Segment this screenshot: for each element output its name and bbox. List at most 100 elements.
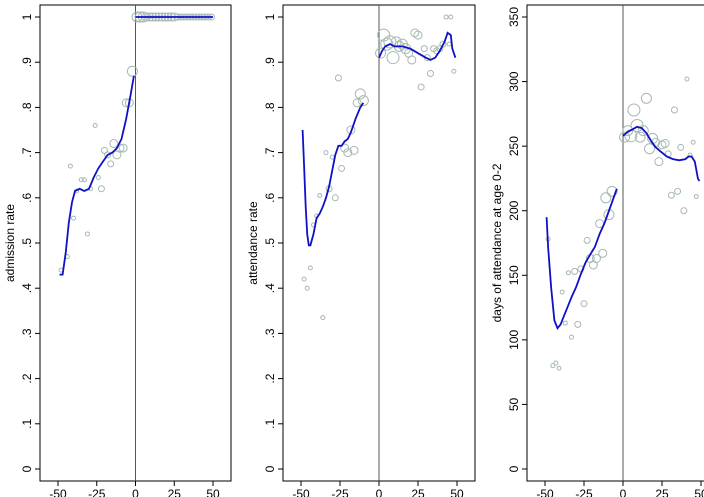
y-tick-label: .9 [20, 57, 34, 67]
data-point [331, 194, 339, 202]
data-point [553, 360, 559, 366]
data-point [677, 143, 685, 151]
data-point [637, 125, 649, 137]
data-point [317, 193, 323, 199]
x-tick-label: 50 [206, 487, 220, 497]
y-tick-label: .1 [20, 418, 34, 428]
data-point [448, 14, 454, 20]
y-tick-label: 150 [507, 265, 521, 285]
data-point [674, 187, 682, 195]
y-tick-label: 50 [507, 397, 521, 411]
data-point [354, 88, 366, 100]
y-axis-title: attendance rate [246, 201, 260, 285]
data-point [574, 320, 582, 328]
y-tick-label: 100 [507, 330, 521, 350]
data-point [410, 28, 420, 38]
data-point [439, 40, 447, 48]
data-point [413, 30, 423, 40]
data-point [320, 315, 326, 321]
fit-line-left [301, 102, 365, 247]
data-point [383, 35, 397, 49]
data-point [420, 45, 428, 53]
y-tick-label: 0 [20, 465, 34, 472]
data-point [600, 192, 612, 204]
chart-panel-2: 0 .1 .2 .3 .4 .5 .6 .7 .8 .9 1 -50 -25 0 25 50 attendanc… [246, 4, 476, 497]
y-tick-label: .6 [20, 192, 34, 202]
data-point [104, 151, 112, 159]
x-tick-label: 25 [411, 487, 425, 497]
plot-frame [526, 4, 704, 482]
data-point [571, 267, 579, 275]
data-point [644, 143, 656, 155]
data-point [67, 163, 73, 169]
data-point [118, 143, 128, 153]
data-point [323, 150, 329, 156]
data-point [343, 148, 353, 158]
data-point [690, 139, 696, 145]
data-point [680, 207, 688, 215]
data-point [606, 185, 618, 197]
data-point [95, 174, 101, 180]
x-tick-label: -50 [292, 487, 310, 497]
x-tick-label: -25 [88, 487, 106, 497]
data-point [627, 103, 641, 117]
data-point [338, 164, 346, 172]
data-point [375, 47, 387, 59]
y-tick-label: .3 [263, 328, 277, 338]
x-tick-label: -25 [575, 487, 593, 497]
data-point [301, 276, 307, 282]
data-point [329, 154, 335, 160]
x-tick-label: 0 [132, 487, 139, 497]
data-point [559, 289, 565, 295]
x-tick-label: 25 [168, 487, 182, 497]
x-tick-label: -50 [536, 487, 554, 497]
data-point [654, 157, 664, 167]
data-point [693, 194, 699, 200]
y-axis-title: days of attendance at age 0-2 [490, 163, 504, 322]
x-tick-label: 0 [620, 487, 627, 497]
data-point [78, 177, 84, 183]
x-tick-label: 50 [694, 487, 704, 497]
data-point [619, 131, 631, 143]
data-point [640, 92, 652, 104]
data-point [417, 83, 425, 91]
x-tick-label: 0 [376, 487, 383, 497]
data-point [580, 300, 588, 308]
y-tick-label: .4 [20, 283, 34, 293]
data-point [126, 65, 138, 77]
data-point [591, 253, 601, 263]
data-point [107, 160, 115, 168]
y-tick-label: 200 [507, 200, 521, 220]
chart-panel-1: 0 .1 .2 .3 .4 .5 .6 .7 .8 .9 1 -50 -25 0 25 50 admission… [3, 4, 232, 497]
y-tick-label: .7 [263, 147, 277, 157]
y-tick-label: .8 [263, 102, 277, 112]
y-tick-label: .9 [263, 57, 277, 67]
y-tick-label: .3 [20, 328, 34, 338]
y-tick-label: 250 [507, 136, 521, 156]
data-point [556, 365, 562, 371]
data-point [565, 270, 571, 276]
data-point [97, 185, 105, 193]
data-point [81, 177, 87, 183]
data-point [71, 215, 76, 221]
data-point [451, 68, 457, 74]
data-point [121, 98, 131, 108]
data-point [670, 106, 678, 114]
data-point [349, 145, 359, 155]
data-point [562, 320, 568, 326]
data-point [667, 191, 675, 199]
data-point [660, 139, 670, 149]
data-point [407, 55, 417, 65]
y-tick-label: .2 [263, 373, 277, 383]
y-tick-label: .5 [20, 238, 34, 248]
y-axis-title: admission rate [3, 204, 17, 282]
data-point [334, 74, 342, 82]
data-point [307, 265, 313, 271]
data-point [684, 76, 690, 82]
y-tick-label: .5 [263, 238, 277, 248]
data-point [446, 41, 452, 47]
chart-panel-3: 0 50 100 150 200 250 300 350 -50 -25 0 25 50 days of … [490, 4, 704, 497]
y-tick-label: 0 [507, 465, 521, 472]
